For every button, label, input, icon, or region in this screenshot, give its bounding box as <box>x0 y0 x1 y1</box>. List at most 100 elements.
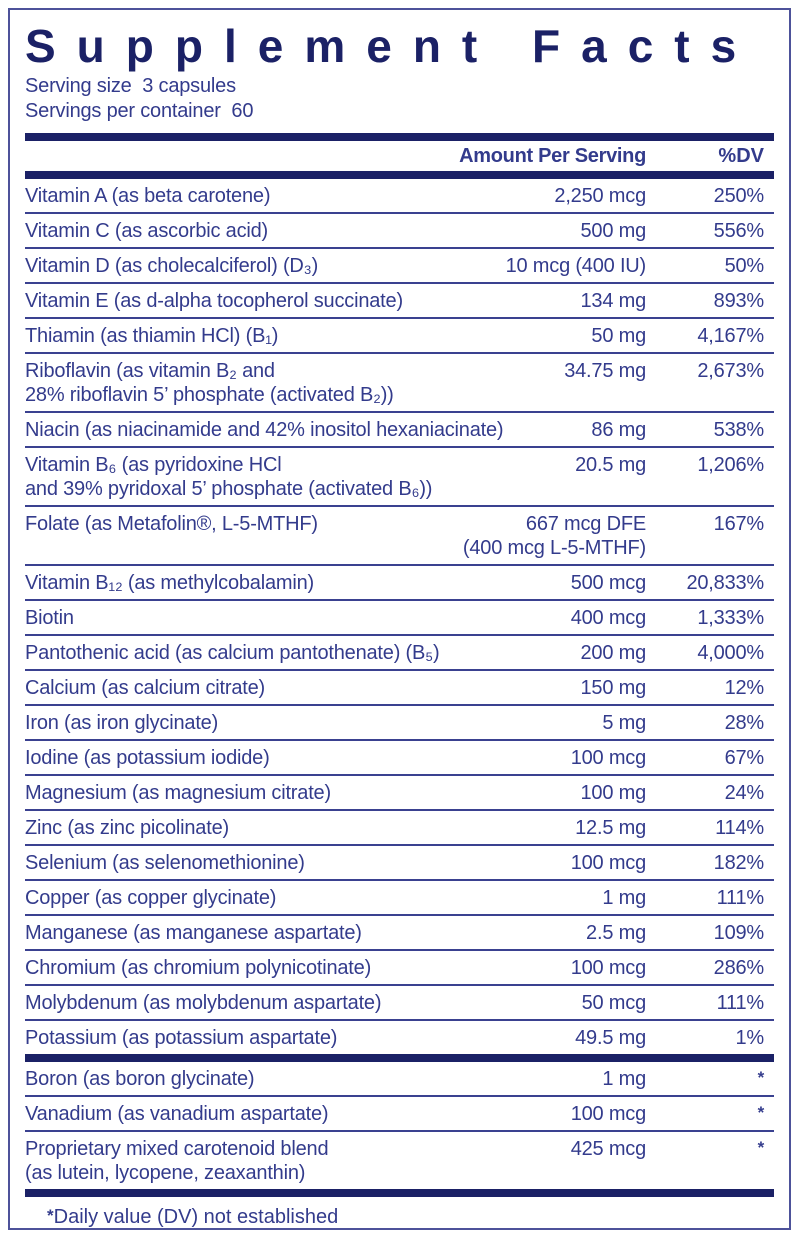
nutrient-name: Molybdenum (as molybdenum aspartate) <box>25 992 382 1014</box>
panel-title: Supplement Facts <box>25 20 758 72</box>
nutrient-name: Manganese (as manganese aspartate) <box>25 922 362 944</box>
nutrient-amount: 500 mg <box>580 220 646 242</box>
nutrient-name: Zinc (as zinc picolinate) <box>25 817 229 839</box>
nutrient-row: Manganese (as manganese aspartate) 2.5 mg… <box>25 916 774 951</box>
nutrient-dv: 1,206% <box>697 454 764 476</box>
nutrient-dv: 2,673% <box>697 360 764 382</box>
nutrient-dv: 182% <box>713 852 765 874</box>
nutrient-row: Iron (as iron glycinate) 5 mg 28% <box>25 706 774 741</box>
nutrient-name: Vitamin B₆ (as pyridoxine HCl and 39% pyr… <box>25 454 433 500</box>
nutrient-dv: 28% <box>724 712 765 734</box>
nutrient-name: Folate (as Metafolin®, L-5-MTHF) <box>25 513 318 535</box>
nutrient-name: Vitamin D (as cholecalciferol) (D₃) <box>25 255 319 277</box>
nutrient-dv: 250% <box>713 185 765 207</box>
nutrient-amount: 5 mg <box>602 712 646 734</box>
nutrient-row: Vanadium (as vanadium aspartate) 100 mcg * <box>25 1097 774 1132</box>
nutrient-amount: 100 mcg <box>570 1103 647 1125</box>
nutrient-row: Vitamin A (as beta carotene) 2,250 mcg 250… <box>25 179 774 214</box>
amount-per-serving-header: Amount Per Serving <box>459 145 646 167</box>
footnote-asterisk: * <box>47 1206 54 1225</box>
nutrient-dv: 24% <box>724 782 765 804</box>
nutrient-amount: 400 mcg <box>570 607 647 629</box>
nutrient-dv: 893% <box>713 290 765 312</box>
nutrient-row: Pantothenic acid (as calcium pantothenat… <box>25 636 774 671</box>
nutrient-row: Chromium (as chromium polynicotinate) 100… <box>25 951 774 986</box>
nutrient-dv: 556% <box>713 220 765 242</box>
nutrient-name: Vitamin C (as ascorbic acid) <box>25 220 269 242</box>
nutrient-dv: 111% <box>716 992 765 1014</box>
nutrient-name: Riboflavin (as vitamin B₂ and 28% ribofla… <box>25 360 394 406</box>
nutrient-row: Thiamin (as thiamin HCl) (B₁) 50 mg 4,167% <box>25 319 774 354</box>
nutrient-dv: 4,167% <box>697 325 764 347</box>
nutrient-name: Calcium (as calcium citrate) <box>25 677 266 699</box>
nutrient-row: Potassium (as potassium aspartate) 49.5 m… <box>25 1021 774 1054</box>
nutrient-amount: 500 mcg <box>570 572 647 594</box>
thick-divider-top <box>25 133 774 141</box>
nutrient-amount: 49.5 mg <box>575 1027 646 1049</box>
nutrient-dv: 4,000% <box>697 642 764 664</box>
nutrient-amount: 100 mg <box>580 782 646 804</box>
nutrient-row: Niacin (as niacinamide and 42% inositol … <box>25 413 774 448</box>
nutrient-row: Iodine (as potassium iodide) 100 mcg 67% <box>25 741 774 776</box>
nutrient-name: Vitamin E (as d-alpha tocopherol succina… <box>25 290 403 312</box>
nutrient-row: Riboflavin (as vitamin B₂ and 28% ribofla… <box>25 354 774 413</box>
nutrient-amount: 10 mcg (400 IU) <box>505 255 647 277</box>
nutrient-amount: 667 mcg DFE (400 mcg L-5-MTHF) <box>462 513 646 559</box>
nutrient-row: Boron (as boron glycinate) 1 mg * <box>25 1062 774 1097</box>
nutrient-row: Copper (as copper glycinate) 1 mg 111% <box>25 881 774 916</box>
nutrient-name: Niacin (as niacinamide and 42% inositol … <box>25 419 504 441</box>
nutrient-dv: 12% <box>724 677 765 699</box>
nutrient-amount: 100 mcg <box>570 747 647 769</box>
nutrient-row: Vitamin B₆ (as pyridoxine HCl and 39% pyr… <box>25 448 774 507</box>
nutrient-name: Vanadium (as vanadium aspartate) <box>25 1103 329 1125</box>
percent-dv-header: %DV <box>718 145 764 167</box>
nutrient-amount: 100 mcg <box>570 957 647 979</box>
nutrient-dv: 286% <box>713 957 765 979</box>
nutrient-name: Boron (as boron glycinate) <box>25 1068 255 1090</box>
nutrient-dv: 114% <box>715 817 764 839</box>
nutrient-amount: 1 mg <box>602 1068 646 1090</box>
serving-size: Serving size 3 capsules <box>25 75 236 97</box>
nutrient-amount: 200 mg <box>580 642 646 664</box>
footnote-text: Daily value (DV) not established <box>53 1206 339 1228</box>
nutrient-name: Chromium (as chromium polynicotinate) <box>25 957 372 979</box>
nutrient-amount: 1 mg <box>602 887 646 909</box>
nutrient-name: Thiamin (as thiamin HCl) (B₁) <box>25 325 279 347</box>
nutrient-row: Vitamin C (as ascorbic acid) 500 mg 556% <box>25 214 774 249</box>
nutrient-row: Vitamin D (as cholecalciferol) (D₃) 10 mc… <box>25 249 774 284</box>
thick-divider-bottom <box>25 1189 774 1197</box>
nutrient-amount: 12.5 mg <box>575 817 646 839</box>
nutrient-dv: * <box>757 1138 765 1157</box>
nutrient-name: Copper (as copper glycinate) <box>25 887 277 909</box>
no-dv-rows: Boron (as boron glycinate) 1 mg * Vanadium … <box>25 1062 774 1189</box>
nutrient-dv: 111% <box>716 887 765 909</box>
nutrient-amount: 150 mg <box>580 677 646 699</box>
nutrient-row: Zinc (as zinc picolinate) 12.5 mg 114% <box>25 811 774 846</box>
nutrient-name: Vitamin A (as beta carotene) <box>25 185 271 207</box>
nutrient-dv: 1% <box>735 1027 764 1049</box>
nutrient-name: Proprietary mixed carotenoid blend (as lu… <box>25 1138 329 1184</box>
nutrient-row: Molybdenum (as molybdenum aspartate) 50 m… <box>25 986 774 1021</box>
nutrient-amount: 2,250 mcg <box>554 185 646 207</box>
nutrient-amount: 50 mg <box>591 325 646 347</box>
nutrient-dv: 167% <box>713 513 765 535</box>
nutrient-dv: 67% <box>724 747 765 769</box>
nutrient-row: Proprietary mixed carotenoid blend (as lu… <box>25 1132 774 1189</box>
nutrient-row: Vitamin B₁₂ (as methylcobalamin) 500 mcg 2… <box>25 566 774 601</box>
nutrient-amount: 86 mg <box>591 419 646 441</box>
nutrient-amount: 20.5 mg <box>575 454 646 476</box>
nutrient-name: Magnesium (as magnesium citrate) <box>25 782 331 804</box>
nutrient-amount: 100 mcg <box>570 852 647 874</box>
footnote: *Daily value (DV) not established <box>25 1204 774 1229</box>
nutrient-amount: 134 mg <box>580 290 646 312</box>
nutrient-amount: 425 mcg <box>570 1138 647 1160</box>
thick-divider-header <box>25 171 774 179</box>
nutrient-name: Pantothenic acid (as calcium pantothenat… <box>25 642 440 664</box>
nutrient-dv: 20,833% <box>686 572 764 594</box>
nutrient-amount: 34.75 mg <box>564 360 646 382</box>
nutrient-row: Magnesium (as magnesium citrate) 100 mg 24… <box>25 776 774 811</box>
nutrient-row: Folate (as Metafolin®, L-5-MTHF) 667 mcg … <box>25 507 774 566</box>
nutrient-amount: 2.5 mg <box>586 922 646 944</box>
servings-per-container: Servings per container 60 <box>25 100 254 122</box>
supplement-facts-panel: Supplement Facts Serving size 3 capsules… <box>8 8 791 1230</box>
